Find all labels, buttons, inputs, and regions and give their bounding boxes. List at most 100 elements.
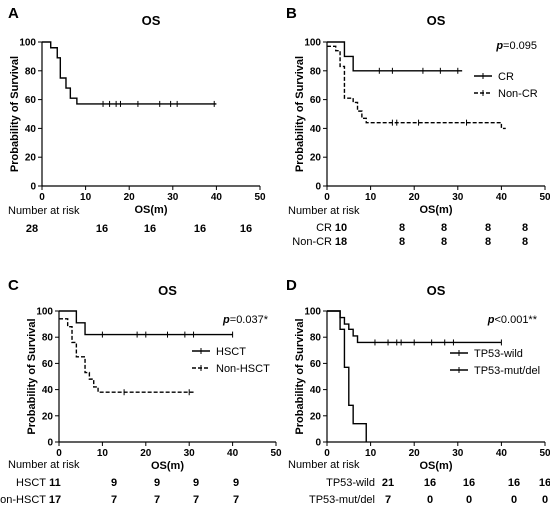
risk-value: 18 — [335, 236, 347, 248]
series-line-hsct — [59, 310, 233, 336]
y-tick-label: 40 — [42, 385, 54, 396]
x-tick-label: 0 — [56, 448, 62, 459]
y-tick-label: 20 — [310, 411, 322, 422]
x-tick-label: 50 — [539, 192, 550, 203]
risk-value: 7 — [193, 494, 199, 506]
chart-title: OS — [142, 13, 161, 28]
risk-row-label: TP53-wild — [326, 477, 375, 489]
risk-value: 9 — [154, 477, 160, 489]
x-tick-label: 40 — [496, 448, 508, 459]
risk-row-label: TP53-mut/del — [309, 494, 375, 506]
y-tick-label: 20 — [310, 153, 322, 164]
y-tick-label: 100 — [304, 38, 321, 49]
risk-value: 0 — [511, 494, 517, 506]
series-line-tp53-mut-del — [327, 310, 367, 442]
x-tick-label: 50 — [254, 192, 266, 203]
x-tick-label: 10 — [365, 448, 377, 459]
x-tick-label: 20 — [409, 448, 421, 459]
y-axis-label: Probability of Survival — [294, 318, 306, 434]
risk-value: 9 — [233, 477, 239, 489]
risk-value: 28 — [26, 223, 38, 235]
risk-value: 8 — [485, 222, 491, 234]
y-tick-label: 80 — [310, 66, 322, 77]
x-axis-label: OS(m) — [420, 460, 453, 472]
y-axis-label: Probability of Survival — [26, 318, 38, 434]
y-tick-label: 60 — [310, 359, 322, 370]
risk-value: 8 — [522, 236, 528, 248]
y-axis-label: Probability of Survival — [9, 56, 21, 172]
y-tick-label: 0 — [47, 438, 53, 449]
x-tick-label: 10 — [80, 192, 92, 203]
risk-value: 8 — [441, 236, 447, 248]
risk-value: 16 — [194, 223, 206, 235]
risk-value: 16 — [144, 223, 156, 235]
risk-value: 8 — [441, 222, 447, 234]
p-value: p=0.037* — [222, 314, 269, 326]
risk-value: 0 — [427, 494, 433, 506]
y-tick-label: 80 — [310, 333, 322, 344]
risk-value: 17 — [49, 494, 61, 506]
p-value: p=0.095 — [495, 40, 537, 52]
y-tick-label: 0 — [30, 182, 36, 193]
risk-value: 21 — [382, 477, 394, 489]
risk-row-label: HSCT — [16, 477, 46, 489]
y-tick-label: 80 — [42, 333, 54, 344]
x-tick-label: 0 — [324, 192, 330, 203]
risk-value: 8 — [399, 236, 405, 248]
y-tick-label: 0 — [315, 438, 321, 449]
y-tick-label: 100 — [36, 307, 53, 318]
x-tick-label: 0 — [324, 448, 330, 459]
risk-value: 7 — [154, 494, 160, 506]
y-tick-label: 40 — [310, 385, 322, 396]
x-axis-label: OS(m) — [420, 204, 453, 216]
y-tick-label: 40 — [25, 124, 37, 135]
x-tick-label: 50 — [270, 448, 282, 459]
x-tick-label: 40 — [496, 192, 508, 203]
chart-title: OS — [427, 283, 446, 298]
series-line-tp53-wild — [327, 310, 502, 344]
series-line-non-hsct — [59, 318, 194, 393]
x-tick-label: 10 — [97, 448, 109, 459]
x-tick-label: 20 — [409, 192, 421, 203]
x-tick-label: 40 — [211, 192, 223, 203]
x-tick-label: 40 — [227, 448, 239, 459]
panel-letter: C — [8, 277, 19, 294]
risk-table-header: Number at risk — [288, 459, 360, 471]
risk-table-header: Number at risk — [8, 459, 80, 471]
x-axis-label: OS(m) — [135, 204, 168, 216]
risk-value: 16 — [463, 477, 475, 489]
y-tick-label: 100 — [19, 38, 36, 49]
series-line-overall — [42, 41, 217, 105]
legend-label: CR — [498, 71, 514, 83]
y-tick-label: 60 — [25, 95, 37, 106]
risk-value: 8 — [485, 236, 491, 248]
risk-value: 0 — [542, 494, 548, 506]
legend-label: TP53-mut/del — [474, 365, 540, 377]
y-tick-label: 40 — [310, 124, 322, 135]
y-tick-label: 60 — [310, 95, 322, 106]
risk-value: 9 — [111, 477, 117, 489]
panel-letter: D — [286, 277, 297, 294]
risk-value: 9 — [193, 477, 199, 489]
panel-d: D OS 0 20 40 60 80 100 0 10 20 30 40 50 OS(m) Probabili… — [286, 277, 550, 506]
x-tick-label: 20 — [140, 448, 152, 459]
risk-table-header: Number at risk — [288, 205, 360, 217]
x-axis-label: OS(m) — [151, 460, 184, 472]
legend-label: HSCT — [216, 346, 246, 358]
series-line-cr — [327, 41, 463, 72]
risk-value: 7 — [233, 494, 239, 506]
p-value: p<0.001** — [487, 314, 538, 326]
risk-value: 0 — [466, 494, 472, 506]
x-tick-label: 20 — [124, 192, 136, 203]
y-tick-label: 60 — [42, 359, 54, 370]
y-axis-label: Probability of Survival — [294, 56, 306, 172]
x-tick-label: 30 — [452, 192, 464, 203]
risk-value: 8 — [522, 222, 528, 234]
legend-label: Non-HSCT — [216, 363, 270, 375]
chart-title: OS — [427, 13, 446, 28]
y-tick-label: 80 — [25, 66, 37, 77]
risk-value: 8 — [399, 222, 405, 234]
risk-row-label: CR — [316, 222, 332, 234]
panel-letter: A — [8, 5, 19, 22]
